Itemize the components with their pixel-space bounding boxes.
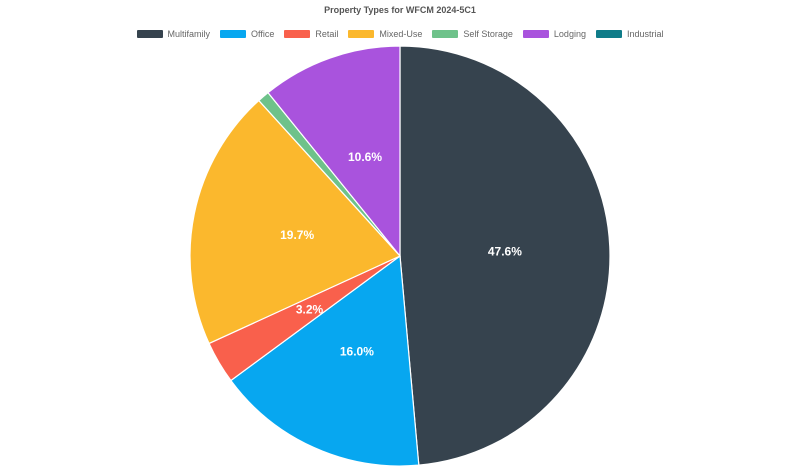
legend-swatch (595, 30, 622, 38)
pie-slice-multifamily[interactable] (399, 45, 611, 466)
chart-title: Property Types for WFCM 2024-5C1 (324, 5, 476, 15)
legend-label: Retail (315, 29, 339, 39)
legend-item[interactable]: Industrial (595, 29, 664, 39)
legend-label: Self Storage (463, 29, 513, 39)
slice-data-label: 10.6% (348, 150, 382, 164)
legend-swatch (348, 30, 375, 38)
legend-item[interactable]: Retail (284, 29, 338, 39)
legend-item[interactable]: Mixed-Use (348, 29, 422, 39)
legend-label: Multifamily (167, 29, 211, 39)
pie-slice-office[interactable] (230, 254, 420, 467)
legend-item[interactable]: Office (220, 29, 274, 39)
legend-swatch (220, 30, 247, 38)
slice-data-label: 19.7% (280, 228, 314, 242)
legend-label: Lodging (553, 29, 586, 39)
legend-item[interactable]: Multifamily (136, 29, 211, 39)
legend-label: Industrial (626, 29, 664, 39)
legend-swatch (522, 30, 549, 38)
legend-swatch (432, 30, 459, 38)
legend-swatch (136, 30, 163, 38)
legend-item[interactable]: Lodging (522, 29, 586, 39)
legend-swatch (284, 30, 311, 38)
chart-legend: Multifamily Office Retail Mixed-Use Self Sto… (0, 29, 800, 39)
slice-data-label: 16.0% (340, 345, 374, 359)
pie-slice-mixed-use[interactable] (189, 99, 401, 345)
legend-label: Office (251, 29, 275, 39)
legend-label: Mixed-Use (379, 29, 423, 39)
pie-slice-lodging[interactable] (267, 45, 401, 258)
slice-data-label: 47.6% (488, 244, 522, 258)
slice-data-label: 3.2% (296, 302, 324, 316)
legend-item[interactable]: Self Storage (432, 29, 513, 39)
